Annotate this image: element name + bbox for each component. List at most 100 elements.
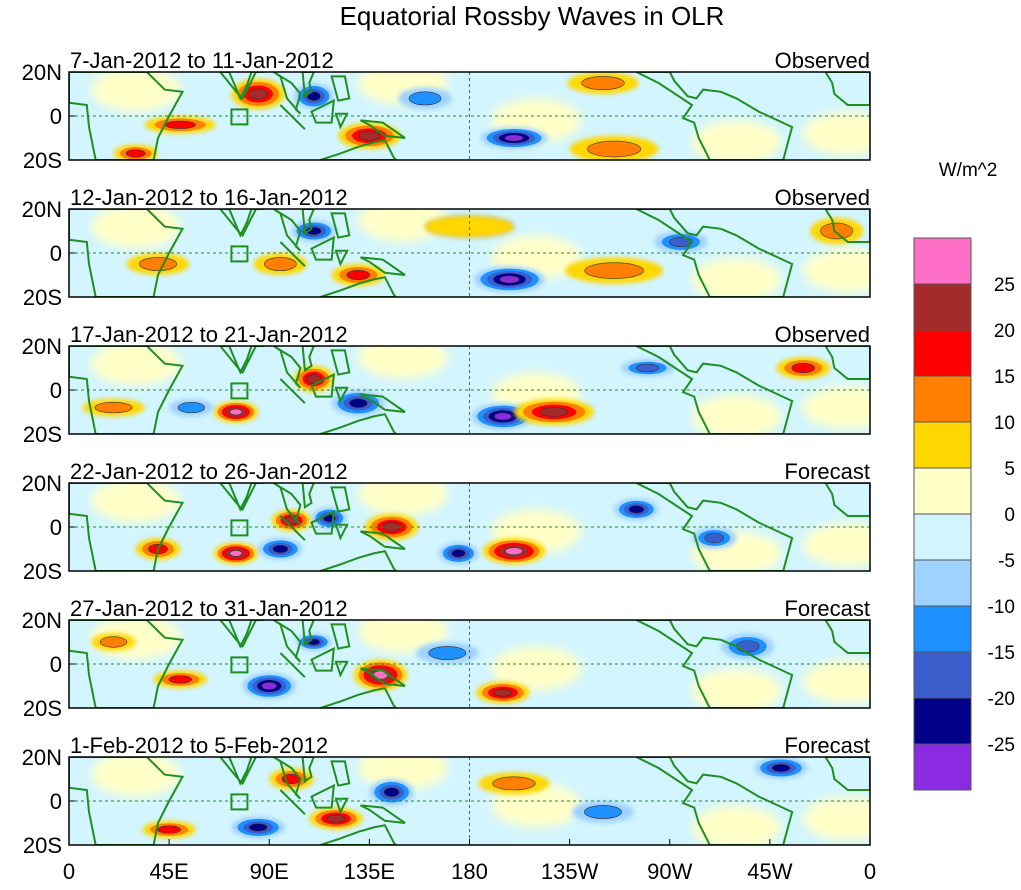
- background-patch: [802, 659, 870, 704]
- contour-level: [358, 131, 381, 141]
- coastline: [635, 209, 794, 297]
- contour-level: [326, 814, 346, 823]
- colorbar-swatch: [913, 237, 972, 285]
- anomaly-field: [90, 209, 870, 297]
- y-tick-label: 20S: [23, 833, 62, 858]
- background-patch: [802, 522, 870, 567]
- y-tick-label: 0: [50, 652, 62, 677]
- contour-level: [177, 402, 206, 414]
- coastline: [279, 241, 306, 267]
- coastline: [310, 98, 335, 124]
- contour-level: [584, 262, 644, 279]
- coastline: [273, 72, 302, 115]
- colorbar-swatch: [913, 421, 972, 469]
- coastline: [219, 346, 265, 375]
- coastline: [824, 483, 870, 517]
- coastline: [301, 483, 315, 509]
- y-tick-label: 20N: [22, 60, 62, 85]
- coastline: [330, 760, 351, 787]
- panel-period: 22-Jan-2012 to 26-Jan-2012: [70, 459, 348, 484]
- colorbar-swatch: [913, 559, 972, 607]
- coastline: [310, 235, 335, 261]
- coastline: [334, 386, 349, 404]
- anomaly-field: [90, 483, 870, 571]
- panel-status: Observed: [775, 48, 870, 73]
- contour-level: [494, 412, 512, 421]
- x-tick-label: 90E: [250, 859, 289, 884]
- colorbar-tick-label: -25: [988, 735, 1015, 756]
- coastline: [69, 72, 185, 160]
- contour-level: [94, 402, 133, 414]
- x-tick-label: 0: [864, 859, 876, 884]
- coastline: [310, 509, 335, 535]
- panels: 20N 0 20S 7-Jan-2012 to 11-Jan-2012 Observed…: [22, 48, 871, 858]
- background-patch: [357, 620, 448, 653]
- coastline: [334, 797, 349, 815]
- y-tick-label: 20N: [22, 471, 62, 496]
- contour-level: [820, 222, 853, 240]
- contour-level: [581, 76, 625, 90]
- contour-level: [635, 363, 660, 373]
- background-patch: [357, 346, 448, 379]
- contour-level: [704, 532, 725, 544]
- x-tick-label: 180: [451, 859, 488, 884]
- contour-level: [540, 407, 568, 417]
- reference-box: [230, 519, 249, 537]
- y-tick-label: 0: [50, 104, 62, 129]
- contour-level: [499, 275, 520, 284]
- x-axis-labels: 0 45E 90E 135E 180 135W 90W 45W 0: [63, 839, 876, 884]
- contour-level: [125, 149, 146, 158]
- coastline: [279, 789, 306, 815]
- panel-status: Forecast: [784, 733, 870, 758]
- background-patch: [491, 783, 582, 828]
- colorbar-units-label: W/m^2: [939, 160, 998, 181]
- reference-box: [230, 245, 249, 263]
- contour-level: [349, 398, 368, 408]
- panel-status: Forecast: [784, 459, 870, 484]
- colorbar-swatch: [913, 467, 972, 515]
- coastline: [330, 75, 351, 102]
- colorbar-tick-label: 25: [994, 275, 1015, 296]
- colorbar-swatch: [913, 329, 972, 377]
- coastline: [360, 119, 406, 139]
- colorbar-tick-label: 0: [1004, 505, 1015, 526]
- panel-period: 1-Feb-2012 to 5-Feb-2012: [70, 733, 328, 758]
- panel-6: 20N 0 20S 1-Feb-2012 to 5-Feb-2012 Forecast: [22, 733, 871, 858]
- coastline: [360, 804, 406, 824]
- contour-level: [408, 91, 442, 106]
- coastline: [330, 349, 351, 376]
- coastline: [330, 212, 351, 239]
- x-tick-label: 45W: [747, 859, 792, 884]
- coastline: [279, 378, 306, 404]
- coastline: [635, 620, 794, 708]
- contour-level: [157, 825, 181, 834]
- colorbar-tick-label: 10: [994, 413, 1015, 434]
- coastline: [279, 515, 306, 541]
- panel-1: 20N 0 20S 7-Jan-2012 to 11-Jan-2012 Observed: [22, 48, 871, 173]
- coastline: [273, 757, 302, 800]
- contour-level: [164, 120, 196, 129]
- coastline: [360, 393, 406, 413]
- y-tick-label: 20N: [22, 334, 62, 359]
- background-patch: [691, 394, 782, 434]
- coastline: [69, 620, 185, 708]
- colorbar-tick-label: -20: [988, 689, 1015, 710]
- coastline: [219, 72, 265, 101]
- chart-title: Equatorial Rossby Waves in OLR: [340, 1, 725, 31]
- coastline: [301, 209, 315, 235]
- y-tick-label: 20S: [23, 559, 62, 584]
- contour-level: [168, 675, 192, 684]
- contour-level: [628, 505, 645, 514]
- panel-period: 7-Jan-2012 to 11-Jan-2012: [70, 48, 334, 73]
- contour-level: [451, 549, 466, 558]
- colorbar-labels: 25 20 15 10 5 0 -5 -10 -15 -20 -25: [988, 275, 1015, 756]
- background-patch: [691, 120, 782, 160]
- coastlines: [69, 209, 870, 297]
- colorbar-tick-label: -5: [998, 551, 1015, 572]
- coastlines: [69, 483, 870, 571]
- colorbar-swatch: [913, 605, 972, 653]
- y-tick-label: 0: [50, 515, 62, 540]
- panel-period: 12-Jan-2012 to 16-Jan-2012: [70, 185, 348, 210]
- y-tick-label: 20S: [23, 422, 62, 447]
- coastline: [310, 372, 335, 398]
